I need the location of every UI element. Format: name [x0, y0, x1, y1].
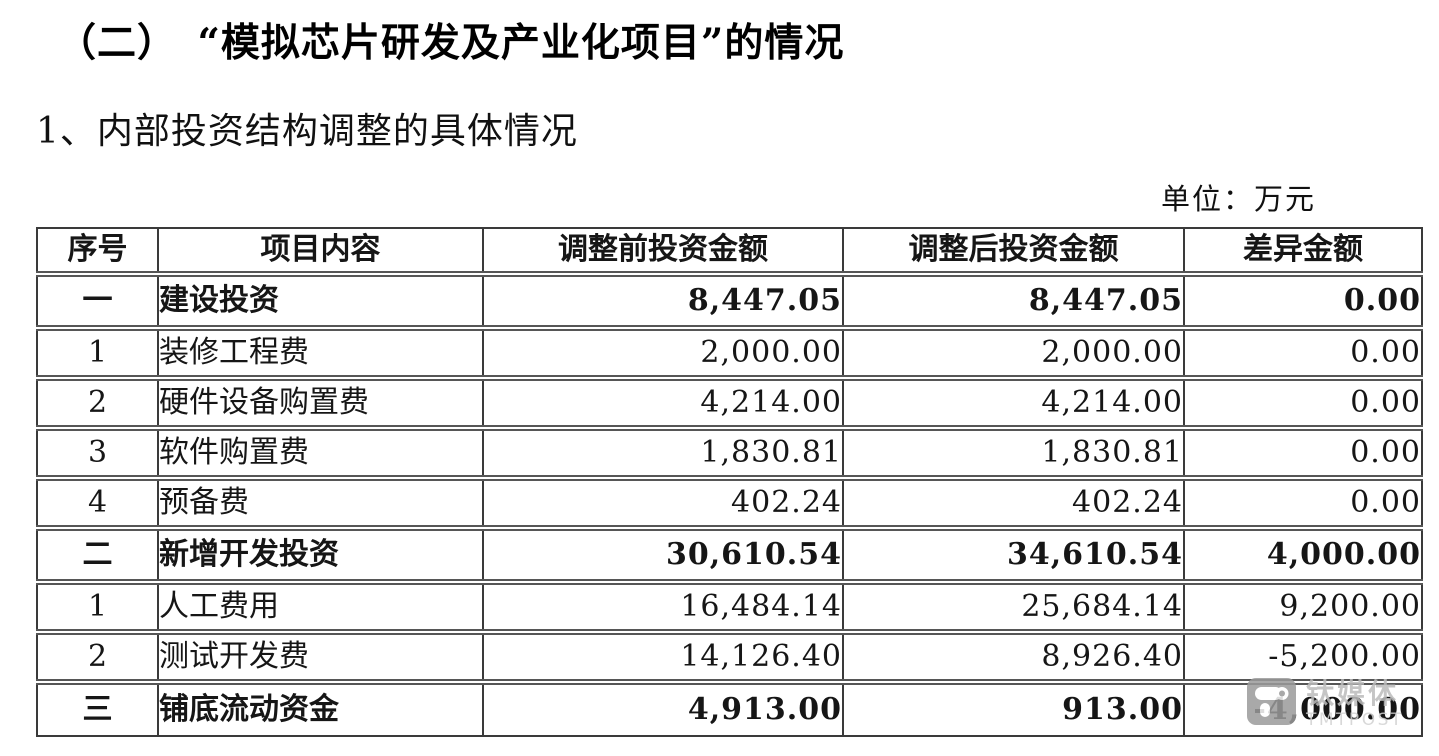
cell-after: 1,830.81	[842, 425, 1185, 479]
column-header-before: 调整前投资金额	[482, 227, 844, 275]
table-row: 2 测试开发费 14,126.40 8,926.40 -5,200.00	[36, 629, 1423, 683]
column-header-after: 调整后投资金额	[842, 227, 1185, 275]
cell-after: 34,610.54	[842, 525, 1185, 583]
cell-before: 8,447.05	[482, 271, 844, 329]
cell-diff: 9,200.00	[1183, 579, 1423, 633]
cell-no: 一	[36, 271, 159, 329]
cell-item: 软件购置费	[157, 425, 484, 479]
cell-before: 2,000.00	[482, 325, 844, 379]
cell-before: 4,214.00	[482, 375, 844, 429]
table-row: 二 新增开发投资 30,610.54 34,610.54 4,000.00	[36, 525, 1423, 583]
cell-before: 30,610.54	[482, 525, 844, 583]
column-header-diff: 差异金额	[1183, 227, 1423, 275]
cell-no: 1	[36, 579, 159, 633]
cell-item: 预备费	[157, 475, 484, 529]
cell-diff: 0.00	[1183, 425, 1423, 479]
cell-before: 14,126.40	[482, 629, 844, 683]
cell-item: 人工费用	[157, 579, 484, 633]
table-row: 2 硬件设备购置费 4,214.00 4,214.00 0.00	[36, 375, 1423, 429]
cell-after: 8,926.40	[842, 629, 1185, 683]
cell-no: 1	[36, 325, 159, 379]
cell-before: 1,830.81	[482, 425, 844, 479]
cell-diff: 0.00	[1183, 475, 1423, 529]
cell-diff: 0.00	[1183, 375, 1423, 429]
cell-before: 402.24	[482, 475, 844, 529]
cell-after: 25,684.14	[842, 579, 1185, 633]
cell-after: 8,447.05	[842, 271, 1185, 329]
column-header-no: 序号	[36, 227, 159, 275]
cell-no: 2	[36, 629, 159, 683]
section-heading: （二） “模拟芯片研发及产业化项目”的情况	[57, 20, 845, 66]
table-row: 1 装修工程费 2,000.00 2,000.00 0.00	[36, 325, 1423, 379]
cell-before: 16,484.14	[482, 579, 844, 633]
cell-item: 测试开发费	[157, 629, 484, 683]
table-row: 3 软件购置费 1,830.81 1,830.81 0.00	[36, 425, 1423, 479]
cell-no: 4	[36, 475, 159, 529]
unit-label: 单位：万元	[1160, 182, 1316, 216]
cell-no: 二	[36, 525, 159, 583]
cell-item: 建设投资	[157, 271, 484, 329]
cell-diff: 0.00	[1183, 271, 1423, 329]
cell-after: 913.00	[842, 679, 1185, 737]
cell-no: 三	[36, 679, 159, 737]
cell-diff: 4,000.00	[1183, 525, 1423, 583]
table-row: 一 建设投资 8,447.05 8,447.05 0.00	[36, 271, 1423, 329]
cell-no: 3	[36, 425, 159, 479]
cell-no: 2	[36, 375, 159, 429]
cell-after: 2,000.00	[842, 325, 1185, 379]
cell-item: 硬件设备购置费	[157, 375, 484, 429]
cell-item: 装修工程费	[157, 325, 484, 379]
table-header-row: 序号 项目内容 调整前投资金额 调整后投资金额 差异金额	[36, 227, 1423, 275]
cell-after: 4,214.00	[842, 375, 1185, 429]
table-row: 4 预备费 402.24 402.24 0.00	[36, 475, 1423, 529]
cell-item: 铺底流动资金	[157, 679, 484, 737]
cell-diff: -4,000.00	[1183, 679, 1423, 737]
cell-after: 402.24	[842, 475, 1185, 529]
cell-diff: -5,200.00	[1183, 629, 1423, 683]
table-row: 1 人工费用 16,484.14 25,684.14 9,200.00	[36, 579, 1423, 633]
subsection-heading: 1、内部投资结构调整的具体情况	[36, 111, 578, 152]
investment-adjustment-table: 序号 项目内容 调整前投资金额 调整后投资金额 差异金额 一 建设投资 8,44…	[36, 227, 1423, 737]
cell-item: 新增开发投资	[157, 525, 484, 583]
table-row: 三 铺底流动资金 4,913.00 913.00 -4,000.00	[36, 679, 1423, 737]
cell-before: 4,913.00	[482, 679, 844, 737]
cell-diff: 0.00	[1183, 325, 1423, 379]
column-header-item: 项目内容	[157, 227, 484, 275]
